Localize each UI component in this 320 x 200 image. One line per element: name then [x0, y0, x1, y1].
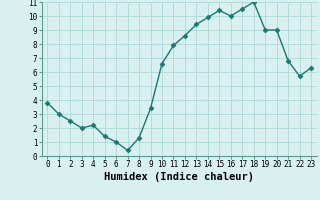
X-axis label: Humidex (Indice chaleur): Humidex (Indice chaleur): [104, 172, 254, 182]
